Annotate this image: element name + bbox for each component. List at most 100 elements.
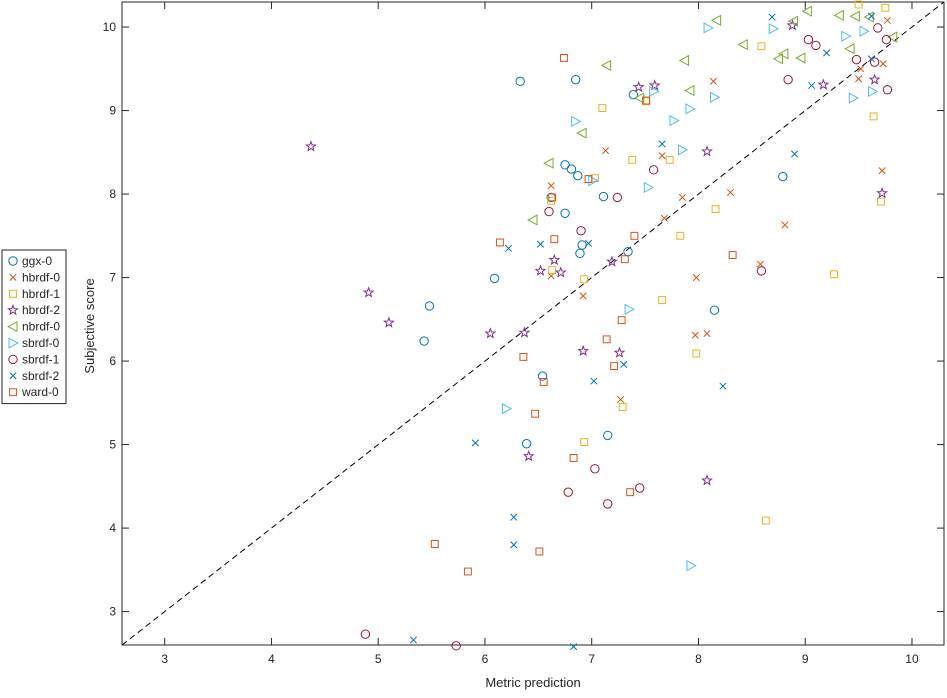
y-tick-label: 4: [109, 521, 116, 535]
data-point: [484, 327, 497, 339]
data-point: [451, 641, 461, 651]
data-point: [519, 352, 528, 361]
data-point: [867, 12, 875, 20]
data-point: [867, 55, 875, 63]
data-point: [881, 3, 890, 12]
data-point: [569, 454, 578, 462]
data-point: [855, 75, 863, 83]
legend-label: sbrdf-0: [22, 336, 60, 350]
series-hbrdf-0: [547, 16, 891, 404]
data-point: [633, 92, 645, 104]
data-point: [590, 464, 600, 474]
x-tick-label: 10: [905, 652, 919, 666]
data-point: [658, 152, 666, 160]
data-point: [570, 643, 578, 651]
legend-label: ggx-0: [22, 254, 52, 268]
data-point: [783, 74, 793, 85]
data-point: [685, 103, 696, 115]
data-point: [658, 140, 666, 148]
data-point: [550, 235, 559, 244]
y-tick-label: 10: [103, 20, 117, 34]
y-tick-label: 7: [109, 271, 116, 285]
data-point: [419, 336, 429, 346]
x-tick-label: 5: [375, 652, 382, 666]
data-point: [305, 140, 317, 152]
y-tick-label: 5: [109, 438, 116, 452]
data-point: [757, 42, 766, 51]
data-point: [868, 73, 881, 85]
data-point: [778, 171, 788, 182]
data-point: [768, 23, 780, 35]
data-point: [424, 301, 435, 311]
legend-marker: [9, 372, 17, 380]
data-point: [539, 378, 548, 386]
data-point: [678, 193, 687, 201]
data-point: [703, 329, 711, 338]
data-point: [642, 96, 651, 105]
legend-label: nbrdf-0: [22, 320, 60, 334]
reference-line-group: [121, 1, 945, 646]
data-point: [761, 516, 770, 525]
data-point: [881, 34, 892, 45]
legend-marker: [8, 337, 19, 349]
data-point: [362, 286, 375, 298]
data-point: [677, 144, 689, 156]
data-point: [598, 191, 609, 202]
x-tick-label: 8: [695, 652, 702, 666]
legend: ggx-0 hbrdf-0 hbrdf-1 hbrdf-2 nbrdf-0 sbrdf-0…: [1, 249, 67, 405]
data-point: [543, 157, 554, 169]
x-tick-label: 4: [268, 652, 275, 666]
data-point: [560, 208, 570, 218]
data-point: [719, 382, 727, 390]
data-point: [548, 266, 557, 274]
data-point: [360, 629, 371, 639]
legend-item-sbrdf-1: sbrdf-1: [8, 352, 60, 366]
x-axis-label: Metric prediction: [485, 675, 580, 690]
data-point: [382, 316, 395, 328]
data-point: [709, 77, 717, 85]
data-point: [867, 85, 879, 97]
data-point: [602, 335, 611, 344]
data-point: [787, 15, 798, 27]
legend-marker: [9, 388, 17, 397]
data-point: [573, 170, 583, 181]
legend-item-nbrdf-0: nbrdf-0: [7, 320, 60, 334]
data-point: [728, 251, 737, 259]
data-point: [537, 371, 548, 381]
data-point: [576, 127, 587, 139]
data-point: [795, 52, 806, 64]
y-tick-label: 9: [109, 104, 116, 118]
x-tick-label: 9: [802, 652, 809, 666]
data-point: [711, 205, 720, 214]
data-point: [790, 150, 799, 158]
data-point: [616, 395, 625, 404]
data-point: [584, 175, 593, 183]
data-point: [571, 115, 582, 128]
data-point: [817, 78, 830, 90]
data-point: [560, 54, 568, 62]
data-point: [848, 92, 860, 104]
data-point: [471, 439, 479, 447]
legend-label: sbrdf-1: [22, 352, 60, 366]
data-point: [669, 114, 680, 127]
data-point: [554, 266, 567, 278]
y-tick-label: 8: [109, 187, 116, 201]
legend-label: hbrdf-1: [22, 287, 60, 301]
data-point: [628, 89, 639, 100]
x-tick-label: 3: [161, 652, 168, 666]
y-axis-label: Subjective score: [82, 278, 97, 373]
data-point: [883, 16, 891, 24]
data-point: [515, 76, 525, 87]
data-point: [635, 483, 645, 493]
data-point: [877, 197, 885, 206]
data-point: [430, 540, 439, 548]
data-point: [577, 240, 587, 250]
legend-label: hbrdf-0: [22, 270, 60, 284]
data-point: [620, 255, 629, 264]
data-point: [869, 112, 878, 121]
data-point: [612, 192, 623, 203]
data-point: [606, 255, 618, 267]
data-point: [632, 80, 645, 93]
data-point: [882, 84, 893, 95]
